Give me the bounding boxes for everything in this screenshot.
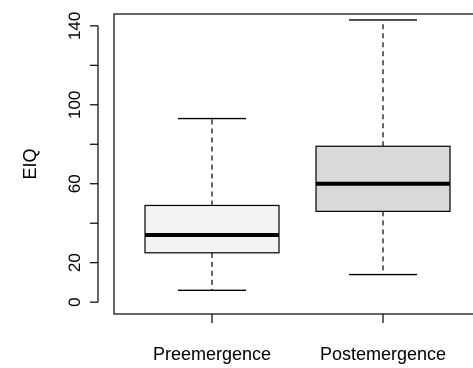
x-axis: Preemergence Postemergence <box>153 314 446 364</box>
y-tick-label: 60 <box>65 174 84 193</box>
plot-frame <box>113 13 473 315</box>
box-postemergence <box>315 19 451 276</box>
x-tick-label: Postemergence <box>320 344 446 364</box>
y-tick-label: 100 <box>65 91 84 119</box>
y-axis: 0 20 60 100 140 <box>65 12 99 307</box>
y-tick-label: 0 <box>65 297 84 306</box>
iqr-box <box>315 145 451 212</box>
iqr-box <box>144 204 280 254</box>
x-tick-label: Preemergence <box>153 344 271 364</box>
y-tick-label: 20 <box>65 253 84 272</box>
box-series <box>144 19 451 292</box>
y-tick-label: 140 <box>65 12 84 40</box>
box-preemergence <box>144 117 280 292</box>
y-axis-label: EIQ <box>20 148 40 179</box>
